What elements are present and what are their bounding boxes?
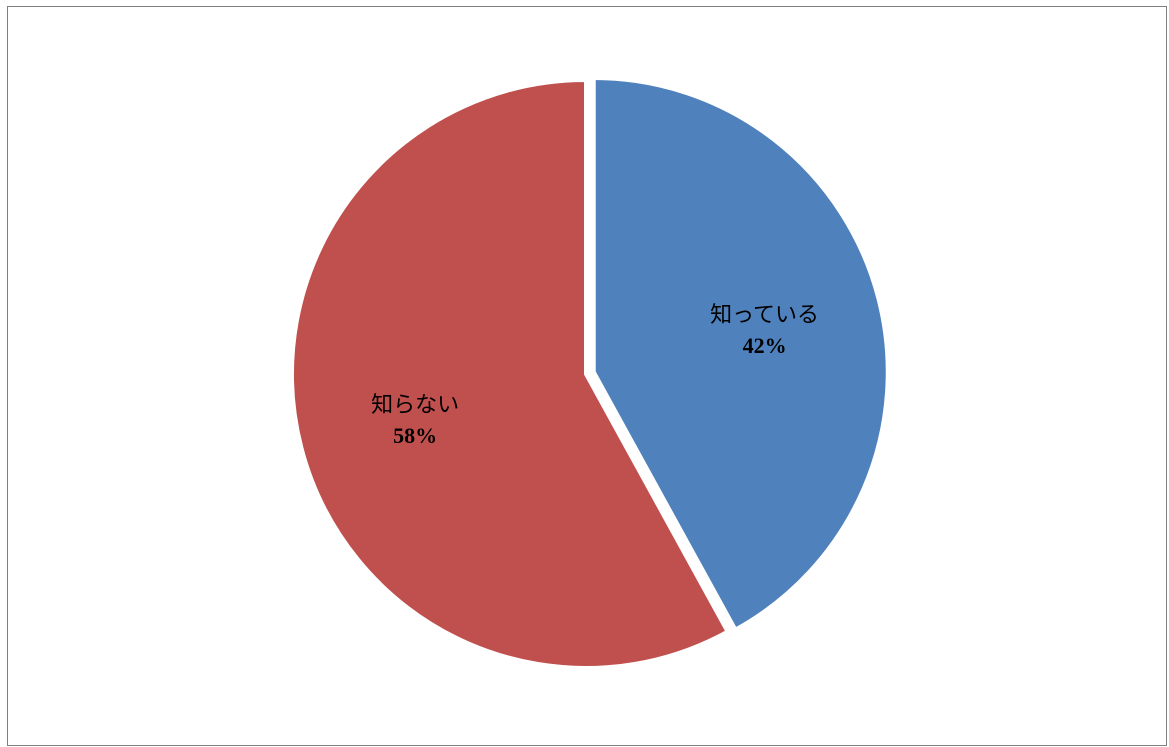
slice-label-2: 知らない	[371, 393, 459, 418]
slice-label-1: 知っている	[710, 303, 819, 328]
pie-chart: 知っている 42% 知らない 58%	[290, 76, 890, 670]
pie-data-labels: 知っている 42% 知らない 58%	[371, 303, 819, 448]
pie-slice-2	[290, 77, 731, 670]
slice-percent-2: 58%	[393, 423, 437, 448]
slice-percent-1: 42%	[743, 333, 787, 358]
chart-area: 知っている 42% 知らない 58%	[7, 6, 1167, 746]
pie-slice-1	[591, 76, 890, 633]
pie-slices	[290, 76, 890, 670]
